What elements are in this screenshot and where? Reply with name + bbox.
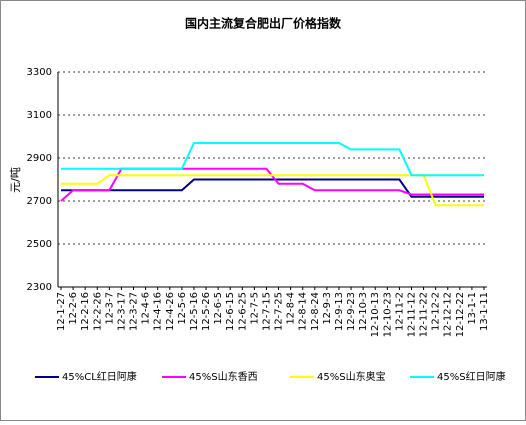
x-tick-label: 12-12-22 [455,292,466,337]
x-tick-label: 12-7-5 [249,292,260,325]
x-tick-label: 12-3-7 [104,292,115,325]
x-tick-label: 13-1-1 [467,292,478,325]
x-tick-label: 12-6-25 [237,292,248,331]
x-tick-label: 12-7-15 [261,292,272,331]
x-tick-label: 12-4-26 [165,292,176,331]
legend-label: 45%S红日阿康 [437,370,506,383]
x-tick-label: 12-11-22 [419,292,430,337]
x-tick-label: 12-10-3 [358,292,369,331]
x-tick-label: 12-6-5 [213,292,224,325]
y-tick-label: 3300 [27,67,52,78]
x-tick-label: 12-10-23 [382,292,393,337]
x-tick-label: 12-12-12 [443,292,454,337]
x-tick-label: 12-4-16 [153,292,164,331]
x-tick-label: 12-8-24 [310,292,321,331]
x-tick-label: 12-11-12 [406,292,417,337]
y-tick-label: 2500 [27,239,52,250]
x-tick-label: 12-8-4 [286,292,297,325]
x-tick-label: 12-3-27 [129,292,140,331]
x-tick-label: 12-12-2 [431,292,442,331]
x-tick-label: 12-1-27 [56,292,67,331]
x-tick-label: 12-4-6 [141,292,152,325]
y-tick-label: 2300 [27,282,52,293]
x-tick-label: 12-7-25 [274,292,285,331]
x-tick-label: 12-2-6 [68,292,79,325]
x-tick-label: 12-3-17 [116,292,127,331]
x-tick-label: 12-9-23 [346,292,357,331]
x-tick-label: 12-9-3 [322,292,333,325]
legend-label: 45%S山东奥宝 [317,370,386,383]
x-tick-label: 13-1-11 [479,292,490,331]
x-tick-label: 12-2-26 [92,292,103,331]
y-tick-label: 3100 [27,110,52,121]
y-axis-label: 元/吨 [9,167,22,193]
legend-label: 45%CL红日阿康 [62,370,137,383]
x-tick-label: 12-5-6 [177,292,188,325]
x-tick-label: 12-5-16 [189,292,200,331]
x-tick-label: 12-11-2 [394,292,405,331]
x-tick-label: 12-6-15 [225,292,236,331]
x-tick-label: 12-9-13 [334,292,345,331]
chart-title: 国内主流复合肥出厂价格指数 [185,16,342,31]
x-tick-label: 12-2-16 [80,292,91,331]
x-tick-label: 12-5-26 [201,292,212,331]
legend-label: 45%S山东香西 [189,370,258,383]
y-tick-label: 2700 [27,196,52,207]
series-line [61,141,484,177]
x-tick-label: 12-10-13 [370,292,381,337]
series-line [61,178,484,198]
y-tick-label: 2900 [27,153,52,164]
x-tick-label: 12-8-14 [298,292,309,331]
